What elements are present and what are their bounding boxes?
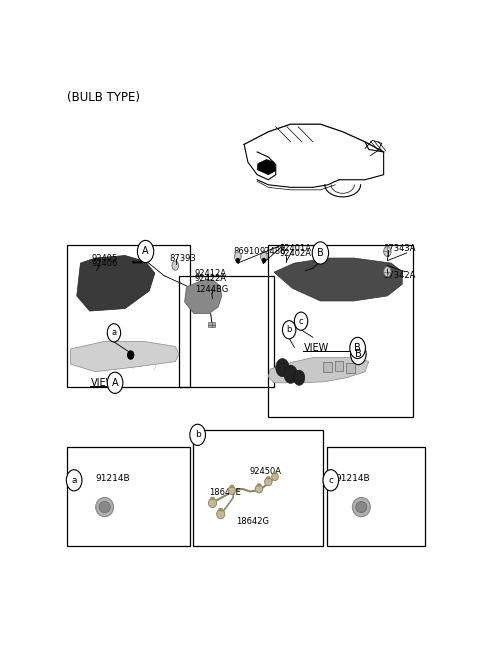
Polygon shape: [268, 358, 369, 383]
Circle shape: [284, 365, 297, 383]
Bar: [67, 245, 190, 387]
Text: 18644E: 18644E: [209, 489, 240, 497]
Ellipse shape: [264, 478, 272, 486]
Text: 87342A: 87342A: [384, 271, 416, 280]
Bar: [179, 276, 274, 387]
Text: 92402A: 92402A: [279, 249, 312, 258]
Ellipse shape: [219, 508, 223, 511]
Ellipse shape: [352, 497, 370, 517]
Ellipse shape: [255, 485, 263, 493]
Ellipse shape: [356, 501, 367, 512]
Bar: [324, 361, 332, 372]
Polygon shape: [274, 258, 402, 301]
Text: b: b: [195, 430, 201, 440]
Text: B: B: [317, 248, 324, 258]
Bar: [346, 363, 355, 373]
Ellipse shape: [228, 486, 236, 495]
Circle shape: [350, 343, 366, 365]
Text: 18642G: 18642G: [236, 517, 269, 526]
Circle shape: [261, 252, 267, 261]
Ellipse shape: [257, 483, 261, 486]
Circle shape: [236, 258, 240, 262]
Text: VIEW: VIEW: [91, 378, 116, 388]
Circle shape: [107, 372, 123, 394]
Text: 91214B: 91214B: [335, 474, 370, 483]
Text: B: B: [354, 343, 361, 353]
Bar: [327, 447, 424, 546]
Ellipse shape: [208, 499, 216, 508]
Ellipse shape: [99, 501, 110, 512]
Text: 92406: 92406: [92, 258, 118, 268]
Text: b: b: [287, 325, 292, 335]
Bar: [335, 361, 344, 371]
Text: A: A: [142, 247, 149, 256]
Circle shape: [294, 370, 305, 385]
Text: c: c: [328, 476, 333, 485]
Circle shape: [263, 258, 265, 262]
Circle shape: [384, 247, 391, 256]
Ellipse shape: [96, 497, 114, 517]
Circle shape: [384, 266, 391, 277]
Text: B: B: [355, 349, 362, 359]
Polygon shape: [313, 255, 323, 258]
Text: 92412A: 92412A: [195, 269, 227, 277]
Circle shape: [137, 240, 154, 262]
Polygon shape: [71, 341, 179, 372]
Circle shape: [190, 424, 205, 445]
Circle shape: [234, 252, 241, 261]
Circle shape: [294, 312, 308, 330]
Text: (BULB TYPE): (BULB TYPE): [67, 91, 141, 104]
Polygon shape: [185, 279, 222, 314]
Text: A: A: [112, 378, 119, 388]
Text: 87343A: 87343A: [384, 245, 416, 253]
Text: 87393: 87393: [170, 253, 196, 262]
Circle shape: [66, 470, 82, 491]
Circle shape: [282, 321, 296, 339]
Text: a: a: [111, 328, 117, 337]
Ellipse shape: [210, 497, 215, 500]
Circle shape: [107, 323, 120, 342]
Text: 92486: 92486: [259, 247, 286, 256]
Ellipse shape: [230, 485, 234, 487]
Text: 86910: 86910: [233, 247, 260, 256]
Text: 92422A: 92422A: [195, 274, 227, 283]
Text: VIEW: VIEW: [304, 343, 329, 353]
Polygon shape: [208, 322, 216, 327]
Text: 92405: 92405: [92, 253, 118, 262]
Text: 1244BG: 1244BG: [195, 285, 228, 294]
Bar: [268, 245, 413, 417]
Bar: [67, 447, 190, 546]
Polygon shape: [132, 260, 142, 263]
Circle shape: [323, 470, 338, 491]
Circle shape: [350, 337, 365, 359]
Ellipse shape: [266, 476, 270, 479]
Bar: [193, 430, 323, 546]
Ellipse shape: [273, 472, 276, 474]
Circle shape: [276, 359, 289, 377]
Text: 91214B: 91214B: [96, 474, 130, 483]
Text: a: a: [72, 476, 77, 485]
Polygon shape: [77, 255, 155, 311]
Polygon shape: [257, 159, 276, 174]
Circle shape: [172, 261, 179, 270]
Ellipse shape: [216, 510, 225, 519]
Circle shape: [312, 242, 329, 264]
Circle shape: [128, 351, 133, 359]
Ellipse shape: [272, 473, 278, 481]
Text: 92401A: 92401A: [279, 245, 312, 253]
Text: 92450A: 92450A: [250, 467, 282, 476]
Text: c: c: [299, 317, 303, 325]
